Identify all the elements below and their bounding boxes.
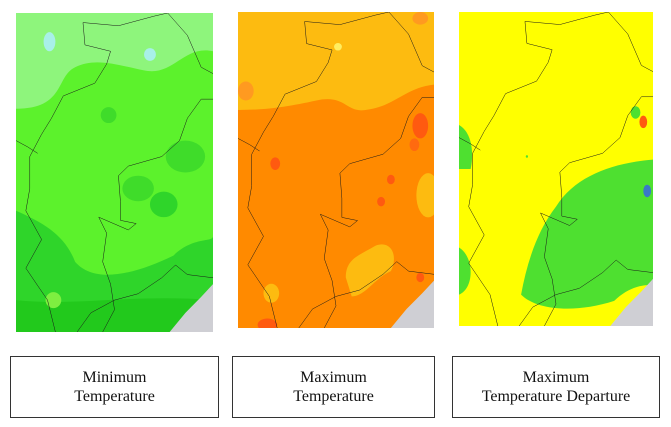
- caption-line: Temperature: [293, 388, 374, 405]
- caption-line: Maximum: [300, 369, 367, 386]
- minimum-temperature-map: [16, 13, 213, 332]
- caption-line: Temperature: [74, 388, 155, 405]
- caption-maximum-temperature: Maximum Temperature: [232, 356, 435, 418]
- caption-line: Temperature Departure: [481, 388, 631, 405]
- caption-minimum-temperature: Minimum Temperature: [10, 356, 219, 418]
- caption-line: Maximum: [522, 369, 590, 386]
- maximum-temperature-departure-map: [459, 12, 653, 326]
- caption-line: Minimum: [82, 369, 147, 386]
- maximum-temperature-map: [238, 12, 434, 328]
- caption-maximum-temperature-departure: Maximum Temperature Departure: [452, 356, 660, 418]
